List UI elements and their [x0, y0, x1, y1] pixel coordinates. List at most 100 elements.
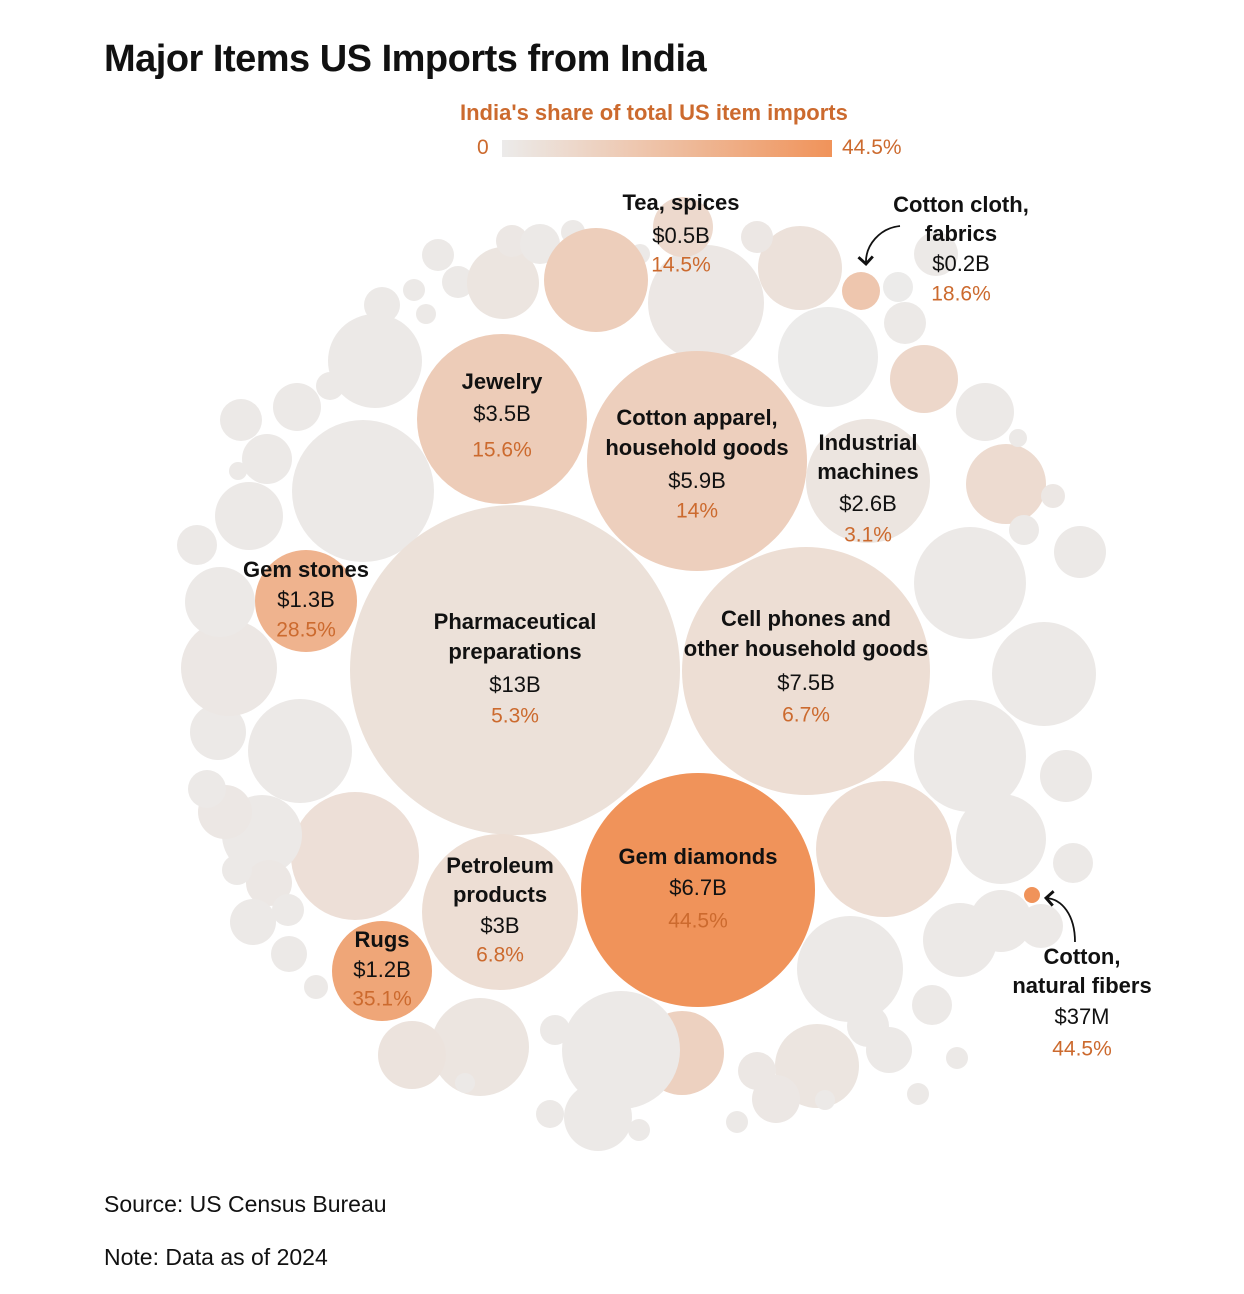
unlabeled-bubble [181, 620, 277, 716]
bubble-2 [581, 773, 815, 1007]
unlabeled-bubble [316, 372, 344, 400]
chart-title: Major Items US Imports from India [104, 38, 707, 80]
bubble-name-label: Cotton, [1044, 944, 1121, 969]
bubble-value-label: $0.5B [652, 223, 710, 248]
unlabeled-bubble [540, 1015, 570, 1045]
bubble-name-label: Rugs [355, 927, 410, 952]
unlabeled-bubble [190, 704, 246, 760]
legend-min-label: 0 [477, 136, 489, 159]
unlabeled-bubble [966, 444, 1046, 524]
callout-arrow-cotton-cloth [857, 225, 901, 267]
bubble-labels: Pharmaceutical preparations $13B 5.3% Cell p… [243, 190, 1152, 1061]
unlabeled-bubble [946, 1047, 968, 1069]
bubble-name-label: preparations [448, 639, 581, 664]
bubble-share-label: 14% [676, 500, 718, 523]
labeled-bubbles [255, 228, 1040, 1021]
unlabeled-bubble [272, 894, 304, 926]
unlabeled-bubble [364, 287, 400, 323]
bubble-name-label: products [453, 882, 547, 907]
bubble-name-label: Pharmaceutical [434, 609, 597, 634]
bubble-name-label: Cotton apparel, [616, 405, 777, 430]
bubble-value-label: $1.2B [353, 957, 411, 982]
bubble-share-label: 5.3% [491, 705, 539, 728]
unlabeled-bubble [914, 232, 958, 276]
bubble-share-label: 18.6% [931, 283, 991, 306]
unlabeled-bubble [1041, 484, 1065, 508]
unlabeled-bubble [1040, 750, 1092, 802]
unlabeled-bubble [797, 916, 903, 1022]
unlabeled-bubble [248, 699, 352, 803]
bubble-value-label: $1.3B [277, 587, 335, 612]
bubble-name-label: Jewelry [462, 369, 543, 394]
unlabeled-bubble [912, 985, 952, 1025]
unlabeled-bubble [726, 1111, 748, 1133]
unlabeled-bubble [1054, 526, 1106, 578]
unlabeled-bubble [741, 221, 773, 253]
unlabeled-bubble [1009, 429, 1027, 447]
bubble-share-label: 6.7% [782, 704, 830, 727]
unlabeled-bubble [304, 975, 328, 999]
bubble-name-label: Petroleum [446, 853, 554, 878]
callout-arrows [857, 225, 1076, 943]
bubble-value-label: $13B [489, 672, 540, 697]
bubble-value-label: $7.5B [777, 670, 835, 695]
unlabeled-bubble [215, 482, 283, 550]
bubble-4 [417, 334, 587, 504]
unlabeled-bubble [246, 860, 292, 906]
unlabeled-bubble [230, 899, 276, 945]
unlabeled-bubble [177, 525, 217, 565]
bubble-11 [1024, 887, 1040, 903]
bubble-share-label: 6.8% [476, 944, 524, 967]
bubble-6 [806, 419, 930, 543]
bubble-share-label: 28.5% [276, 619, 336, 642]
data-note: Note: Data as of 2024 [104, 1244, 328, 1270]
bubble-name-label: Tea, spices [623, 190, 740, 215]
unlabeled-bubble [220, 399, 262, 441]
bubble-0 [350, 505, 680, 835]
legend-gradient-bar [502, 140, 832, 157]
bubble-share-label: 3.1% [844, 524, 892, 547]
bubble-name-label: machines [817, 459, 919, 484]
bubble-10 [842, 272, 880, 310]
unlabeled-bubble [291, 792, 419, 920]
unlabeled-bubble [292, 420, 434, 562]
bubble-8 [332, 921, 432, 1021]
bubble-9 [544, 228, 648, 332]
bubble-5 [422, 834, 578, 990]
unlabeled-bubble [956, 383, 1014, 441]
unlabeled-bubble [222, 855, 252, 885]
callout-arrow-cotton-fibers [1043, 890, 1076, 943]
unlabeled-bubble [970, 890, 1032, 952]
bubble-share-label: 14.5% [651, 254, 711, 277]
bubble-name-label: Gem stones [243, 557, 369, 582]
unlabeled-bubble [242, 434, 292, 484]
bubble-value-label: $6.7B [669, 875, 727, 900]
unlabeled-bubble [422, 239, 454, 271]
unlabeled-bubble [992, 622, 1096, 726]
bubble-name-label: Industrial [818, 430, 917, 455]
unlabeled-bubble [1053, 843, 1093, 883]
unlabeled-bubble [403, 279, 425, 301]
bubble-name-label: fabrics [925, 221, 997, 246]
unlabeled-bubble [442, 266, 474, 298]
unlabeled-bubble [914, 527, 1026, 639]
legend-max-label: 44.5% [842, 136, 902, 159]
bubble-share-label: 35.1% [352, 988, 412, 1011]
unlabeled-bubble [229, 462, 247, 480]
unlabeled-bubble [907, 1083, 929, 1105]
unlabeled-bubble [628, 1119, 650, 1141]
unlabeled-bubble [185, 567, 255, 637]
bubble-value-label: $3.5B [473, 401, 531, 426]
unlabeled-bubble [815, 1090, 835, 1110]
bubble-name-label: Cotton cloth, [893, 192, 1029, 217]
unlabeled-bubble [738, 1052, 776, 1090]
unlabeled-bubble [758, 226, 842, 310]
unlabeled-bubble [455, 1073, 475, 1093]
unlabeled-bubble [536, 1100, 564, 1128]
bubble-1 [682, 547, 930, 795]
unlabeled-bubble [188, 770, 226, 808]
bubble-value-label: $37M [1054, 1004, 1109, 1029]
unlabeled-bubble [378, 1021, 446, 1089]
unlabeled-bubble [271, 936, 307, 972]
